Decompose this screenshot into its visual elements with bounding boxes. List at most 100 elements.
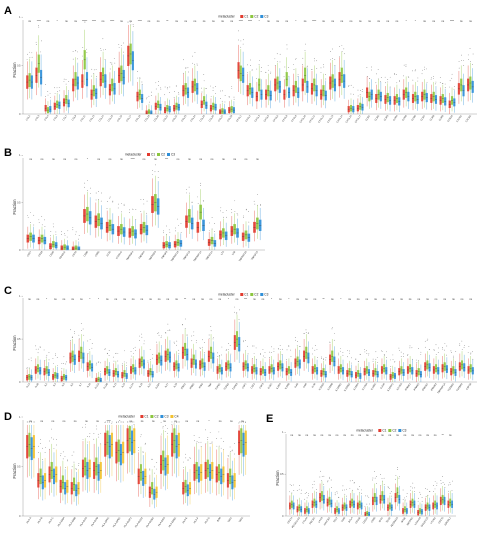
outlier-point <box>65 363 67 365</box>
box-cxcl12-c1 <box>320 67 323 108</box>
box-hla-f-c3 <box>197 437 200 496</box>
box-il10rb-c2 <box>331 326 334 371</box>
outlier-point <box>152 357 154 359</box>
outlier-point <box>70 329 72 331</box>
outlier-point <box>389 86 391 88</box>
outlier-point <box>444 83 446 85</box>
outlier-point <box>267 65 269 66</box>
box-il12rb1-c3 <box>342 351 345 381</box>
outlier-point <box>248 221 250 223</box>
significance-label: ns <box>188 158 191 161</box>
x-tick-label: CCL13 <box>89 114 96 122</box>
box-ccl7-c2 <box>65 79 68 111</box>
outlier-point <box>63 356 65 358</box>
outlier-point <box>412 79 414 81</box>
outlier-point <box>196 64 198 66</box>
outlier-point <box>117 203 119 205</box>
outlier-point <box>30 360 32 362</box>
outlier-point <box>175 85 177 87</box>
outlier-point <box>129 421 131 423</box>
panel-letter-b: B <box>4 147 12 159</box>
x-tick-label: CCL15 <box>107 114 114 122</box>
outlier-point <box>424 68 425 70</box>
outlier-point <box>367 76 368 77</box>
significance-label: ns <box>245 158 248 161</box>
y-tick-label: 0 <box>19 113 21 116</box>
x-tick-label: TDO2 <box>385 516 391 523</box>
box-icoslg-c1 <box>117 203 120 244</box>
x-tick-label: CCL2 <box>25 114 31 121</box>
box-ccl2-c1 <box>26 53 29 100</box>
box-cxcl1-c3 <box>242 39 245 96</box>
outlier-point <box>212 90 214 92</box>
outlier-point <box>116 421 118 423</box>
outlier-point <box>352 489 353 491</box>
box-body <box>60 245 64 251</box>
box-cd40lg-c3 <box>66 230 69 251</box>
outlier-point <box>129 209 130 211</box>
box-ccl28-c1 <box>228 96 231 114</box>
box-cd244-c1 <box>364 495 367 517</box>
x-tick-label: HLA-DOB <box>91 516 100 527</box>
outlier-point <box>316 68 318 69</box>
box-tgfbr2-c1 <box>458 343 461 378</box>
box-il12b-c1 <box>104 348 107 381</box>
outlier-point <box>84 424 86 425</box>
box-ccl7-c1 <box>62 78 66 113</box>
outlier-point <box>386 357 387 358</box>
box-cd86-c1 <box>94 192 98 238</box>
outlier-point <box>402 489 404 491</box>
significance-label: * <box>208 419 209 423</box>
outlier-point <box>100 200 102 202</box>
significance-label: ns <box>377 20 380 23</box>
box-pdcd1-c1 <box>311 483 314 514</box>
outlier-point <box>376 476 377 477</box>
box-hla-dqa2-c2 <box>139 434 142 495</box>
box-il1a-c1 <box>26 367 29 382</box>
outlier-point <box>221 346 223 348</box>
outlier-point <box>137 450 139 451</box>
outlier-point <box>54 93 56 94</box>
outlier-point <box>168 229 170 231</box>
outlier-point <box>185 67 187 68</box>
box-ccl27-c1 <box>219 90 222 115</box>
outlier-point <box>330 479 332 481</box>
legend-swatch-c2 <box>150 415 154 418</box>
outlier-point <box>444 87 446 89</box>
outlier-point <box>387 486 389 488</box>
box-cxcl12-c3 <box>324 74 327 109</box>
outlier-point <box>451 73 453 75</box>
significance-label: ns <box>40 420 43 423</box>
outlier-point <box>455 351 457 352</box>
significance-label: ns <box>132 298 135 301</box>
box-il27-c3 <box>168 329 171 372</box>
significance-label: * <box>340 297 341 301</box>
outlier-point <box>75 468 77 470</box>
outlier-point <box>397 467 398 468</box>
outlier-point <box>167 330 169 331</box>
box-nt5e-c1 <box>402 489 404 516</box>
outlier-point <box>436 482 438 484</box>
outlier-point <box>353 482 355 483</box>
box-cxcl6-c3 <box>278 53 281 103</box>
outlier-point <box>347 356 348 358</box>
outlier-point <box>149 468 151 470</box>
outlier-point <box>258 64 260 66</box>
box-tap1-c4 <box>233 442 236 500</box>
box-il7-c1 <box>78 334 81 371</box>
box-il21-c2 <box>149 349 152 381</box>
outlier-point <box>104 348 106 350</box>
outlier-point <box>428 349 430 350</box>
outlier-point <box>439 77 441 78</box>
significance-label: * <box>87 157 88 161</box>
outlier-point <box>117 353 119 355</box>
outlier-point <box>45 96 46 98</box>
x-tick-label: CCL24 <box>190 114 197 122</box>
outlier-point <box>316 348 318 350</box>
outlier-point <box>361 91 363 92</box>
box-il10ra-c1 <box>320 356 323 382</box>
box-cd276-c2 <box>441 476 444 511</box>
outlier-point <box>277 348 279 350</box>
outlier-point <box>289 491 290 493</box>
